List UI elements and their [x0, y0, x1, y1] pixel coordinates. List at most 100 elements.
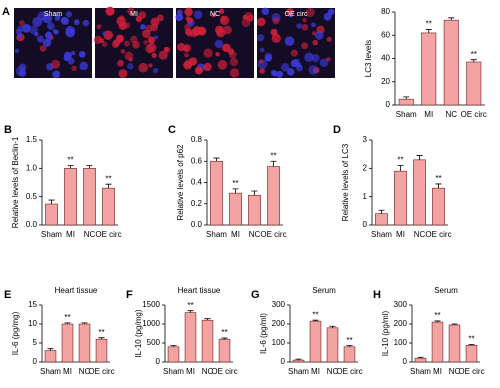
cell [284, 36, 295, 46]
bar [83, 168, 96, 226]
panel-letter: H [373, 289, 381, 301]
x-tick-label: NC [414, 230, 426, 239]
chart-title: Serum [434, 286, 458, 295]
y-tick-label: 60 [381, 30, 390, 39]
panel-letter: A [2, 6, 10, 18]
bar [95, 338, 108, 363]
cell [17, 25, 25, 33]
cell [308, 64, 319, 75]
y-tick-label: 3 [363, 135, 368, 144]
cell [151, 52, 157, 58]
error-bar [448, 17, 455, 21]
significance-label: ** [232, 179, 238, 188]
bar [432, 187, 445, 226]
x-tick-label: MI [66, 230, 75, 239]
y-tick-label: 200 [394, 319, 408, 328]
y-tick-label: 0.6 [191, 156, 203, 165]
cell [271, 70, 279, 77]
x-tick-label: OE circ [95, 230, 121, 239]
x-tick-label: NC [449, 367, 461, 376]
bar [45, 203, 58, 226]
bar [167, 346, 180, 363]
cell [163, 46, 169, 52]
y-tick-label: 0 [386, 100, 391, 109]
cell [147, 36, 156, 44]
bar [201, 319, 214, 363]
cell [203, 48, 213, 58]
cell [304, 52, 314, 62]
error-bar [417, 356, 424, 359]
error-bar [346, 345, 353, 347]
y-tick-label: 0.8 [191, 135, 203, 144]
error-bar [67, 165, 74, 169]
cell [286, 7, 294, 16]
error-bar [221, 337, 228, 340]
cell [118, 15, 125, 22]
cell [312, 31, 317, 36]
significance-label: ** [270, 151, 276, 160]
x-tick-label: NC [445, 110, 457, 119]
cell [272, 17, 280, 25]
cell [193, 10, 203, 20]
x-tick-label: MI [433, 367, 442, 376]
error-bar [81, 322, 88, 324]
x-tick-label: MI [231, 230, 240, 239]
error-bar [295, 358, 302, 361]
y-tick-label: 0 [156, 357, 161, 366]
x-tick-label: Sham [40, 367, 61, 376]
cell [36, 35, 44, 43]
cell [18, 69, 27, 77]
cell [184, 52, 190, 58]
bar [64, 168, 77, 226]
y-axis-label: IL-6 (pg/mg) [11, 311, 20, 355]
cell [14, 48, 20, 54]
cell [186, 31, 193, 37]
bar [292, 359, 305, 363]
cell [67, 57, 75, 65]
y-tick-label: 15 [28, 300, 37, 309]
x-tick-label: MI [63, 367, 72, 376]
error-bar [329, 325, 336, 328]
cell [194, 66, 203, 75]
cell [241, 18, 251, 28]
bar [465, 344, 478, 363]
y-tick-label: 0.2 [191, 199, 203, 208]
cell [229, 68, 240, 78]
cell [256, 17, 266, 27]
bar [343, 346, 356, 363]
cell [82, 19, 90, 27]
cell [148, 63, 153, 68]
cell [220, 15, 227, 22]
cell [63, 51, 72, 60]
y-tick-label: 500 [147, 338, 161, 347]
cell [214, 39, 224, 49]
significance-label: ** [67, 156, 73, 165]
cell [302, 18, 307, 23]
cell [222, 43, 231, 53]
cell [96, 24, 102, 30]
error-bar [232, 188, 239, 194]
cell [215, 52, 220, 57]
significance-label: ** [105, 174, 111, 183]
y-tick-label: 40 [381, 54, 390, 63]
image-label: Sham [44, 11, 62, 18]
bar [375, 213, 388, 226]
error-bar [251, 190, 258, 196]
cell [65, 25, 75, 36]
error-bar [270, 160, 277, 167]
bar [248, 194, 261, 226]
error-bar [470, 59, 477, 62]
panel-letter: D [333, 124, 341, 136]
cell [34, 31, 39, 37]
cell [138, 62, 149, 73]
y-tick-label: 100 [394, 338, 408, 347]
y-tick-label: 1 [363, 192, 368, 201]
cell [271, 33, 281, 43]
y-tick-label: 1500 [142, 300, 160, 309]
bar [184, 312, 197, 363]
cell [183, 44, 192, 52]
cell [223, 25, 232, 35]
bar [466, 61, 482, 106]
y-tick-label: 1.0 [26, 163, 38, 172]
cell [39, 45, 47, 52]
